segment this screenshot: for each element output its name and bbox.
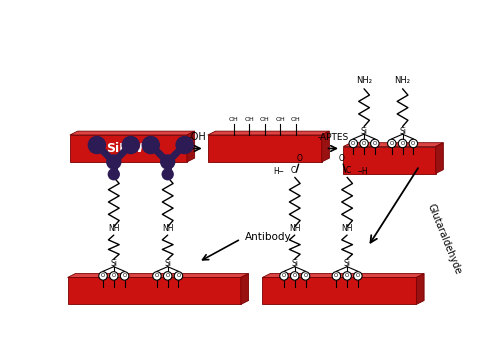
Text: -APTES: -APTES — [318, 133, 349, 142]
Text: NH: NH — [108, 224, 120, 233]
Polygon shape — [262, 274, 424, 278]
Polygon shape — [70, 135, 187, 162]
Text: C: C — [290, 166, 296, 175]
Text: O: O — [292, 273, 297, 278]
Text: Si: Si — [291, 259, 298, 268]
Text: O: O — [351, 141, 356, 146]
Text: O: O — [334, 273, 338, 278]
Circle shape — [108, 168, 120, 180]
Text: Si: Si — [110, 259, 117, 268]
Text: O: O — [411, 141, 416, 146]
Text: Glutaraldehyde: Glutaraldehyde — [426, 202, 463, 276]
Circle shape — [142, 136, 160, 154]
Circle shape — [354, 272, 362, 280]
Polygon shape — [322, 131, 330, 162]
Circle shape — [349, 139, 358, 148]
Text: Si: Si — [399, 127, 406, 136]
Text: O: O — [101, 273, 105, 278]
Text: NH: NH — [342, 224, 353, 233]
Text: ‒H: ‒H — [358, 167, 368, 176]
Polygon shape — [344, 143, 444, 147]
Polygon shape — [208, 135, 322, 162]
Polygon shape — [187, 131, 194, 162]
Text: OH: OH — [244, 117, 254, 122]
Circle shape — [280, 272, 288, 280]
Text: Si: Si — [164, 259, 171, 268]
Circle shape — [332, 272, 340, 280]
Text: SiNW: SiNW — [106, 142, 143, 155]
Text: OH: OH — [229, 117, 239, 122]
Circle shape — [290, 272, 299, 280]
Circle shape — [398, 139, 407, 148]
Text: O: O — [176, 273, 180, 278]
Polygon shape — [68, 278, 241, 304]
Text: O: O — [122, 273, 126, 278]
Text: -OH: -OH — [188, 132, 206, 142]
Circle shape — [88, 136, 106, 154]
Circle shape — [409, 139, 418, 148]
Text: OH: OH — [290, 117, 300, 122]
Text: O: O — [282, 273, 286, 278]
Circle shape — [99, 272, 108, 280]
Circle shape — [160, 154, 176, 170]
Text: O: O — [155, 273, 159, 278]
Text: O: O — [112, 273, 116, 278]
Text: Si: Si — [360, 127, 368, 136]
Text: OH: OH — [275, 117, 285, 122]
Text: Antibody: Antibody — [244, 232, 292, 242]
Circle shape — [110, 272, 118, 280]
Text: O: O — [372, 141, 377, 146]
Polygon shape — [262, 278, 416, 304]
Text: O: O — [362, 141, 366, 146]
Text: NH: NH — [289, 224, 300, 233]
Circle shape — [176, 136, 194, 154]
Circle shape — [120, 272, 129, 280]
Polygon shape — [344, 147, 436, 174]
Polygon shape — [241, 274, 248, 304]
Text: O: O — [356, 273, 360, 278]
Polygon shape — [68, 274, 248, 278]
Text: NH₂: NH₂ — [356, 76, 372, 85]
Polygon shape — [436, 143, 444, 174]
Circle shape — [152, 272, 161, 280]
Polygon shape — [70, 131, 194, 135]
Circle shape — [174, 272, 182, 280]
Circle shape — [122, 136, 140, 154]
Text: O: O — [345, 273, 349, 278]
Text: Si: Si — [344, 259, 350, 268]
Polygon shape — [208, 131, 330, 135]
Text: O: O — [339, 154, 345, 163]
Circle shape — [388, 139, 396, 148]
Text: O: O — [304, 273, 308, 278]
Circle shape — [106, 154, 122, 170]
Text: O: O — [400, 141, 404, 146]
Circle shape — [164, 272, 172, 280]
Text: NH: NH — [162, 224, 173, 233]
Text: O: O — [297, 154, 303, 163]
Text: O: O — [166, 273, 170, 278]
Polygon shape — [416, 274, 424, 304]
Circle shape — [302, 272, 310, 280]
Text: NH₂: NH₂ — [394, 76, 410, 85]
Circle shape — [360, 139, 368, 148]
Text: OH: OH — [260, 117, 270, 122]
Circle shape — [370, 139, 379, 148]
Text: C: C — [346, 166, 352, 175]
Circle shape — [162, 168, 174, 180]
Text: H‒: H‒ — [274, 167, 284, 176]
Text: O: O — [390, 141, 394, 146]
Circle shape — [343, 272, 351, 280]
